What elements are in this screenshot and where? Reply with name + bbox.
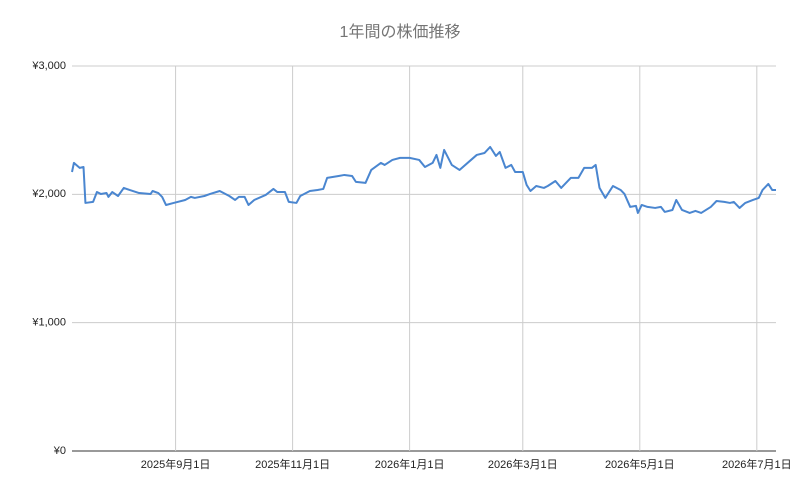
x-tick-label: 2026年7月1日 xyxy=(722,457,792,471)
y-tick-label: ¥2,000 xyxy=(31,188,66,200)
y-tick-label: ¥0 xyxy=(53,445,66,457)
x-tick-label: 2025年9月1日 xyxy=(141,457,211,471)
price-line xyxy=(71,145,776,214)
x-tick-label: 2025年11月1日 xyxy=(255,457,330,471)
x-tick-label: 2026年1月1日 xyxy=(375,457,445,471)
x-tick-label: 2026年5月1日 xyxy=(605,457,675,471)
y-tick-label: ¥1,000 xyxy=(31,317,66,329)
chart-title: 1年間の株価推移 xyxy=(340,23,461,41)
x-tick-label: 2026年3月1日 xyxy=(488,457,558,471)
y-tick-label: ¥3,000 xyxy=(31,60,66,72)
